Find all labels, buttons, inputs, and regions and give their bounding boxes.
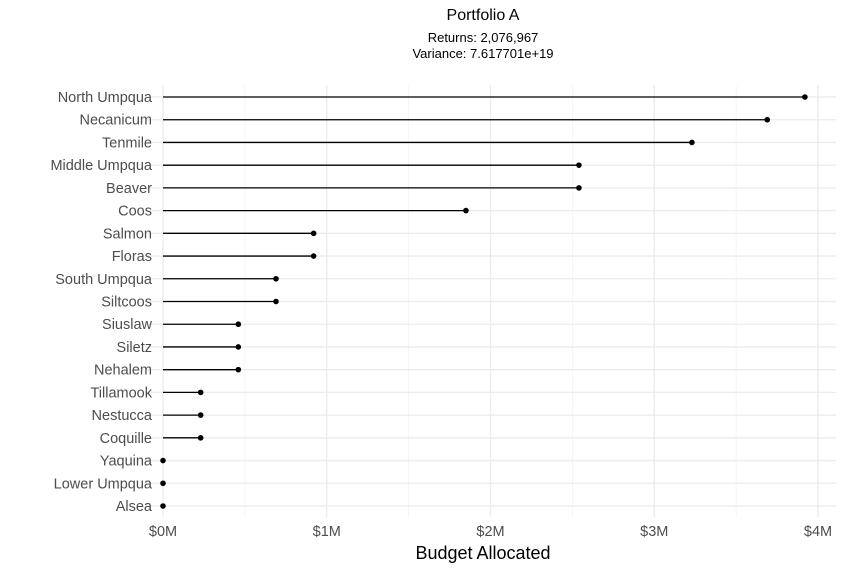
lollipop-point	[310, 230, 317, 237]
y-tick-label: Nestucca	[92, 408, 153, 424]
lollipop-point	[235, 344, 242, 350]
chart-subtitle-returns: Returns: 2,076,967	[428, 30, 539, 45]
marks-layer	[160, 94, 808, 509]
y-tick-label: Tillamook	[90, 385, 152, 401]
lollipop-point	[463, 207, 469, 214]
y-tick-label: Beaver	[106, 181, 152, 197]
y-tick-label: Nehalem	[94, 363, 152, 379]
x-axis-label: Budget Allocated	[415, 543, 550, 563]
lollipop-point	[764, 116, 771, 123]
y-tick-label: Lower Umpqua	[54, 476, 153, 492]
x-tick-label: $1M	[313, 524, 341, 540]
lollipop-point	[235, 321, 242, 328]
chart-title: Portfolio A	[447, 7, 520, 24]
x-tick-label: $0M	[149, 524, 177, 540]
lollipop-point	[235, 366, 242, 373]
y-tick-label: South Umpqua	[55, 272, 153, 288]
x-tick-label: $2M	[476, 524, 504, 540]
y-tick-label: Siltcoos	[101, 295, 152, 311]
y-tick-label: Yaquina	[100, 454, 153, 470]
y-tick-label: Coquille	[100, 431, 152, 447]
x-tick-labels: $0M $1M $2M $3M $4M	[149, 524, 832, 540]
y-tick-label: Salmon	[103, 226, 152, 242]
lollipop-point	[160, 457, 166, 464]
lollipop-point	[197, 435, 204, 441]
lollipop-point	[576, 185, 582, 191]
lollipop-point	[802, 94, 808, 100]
lollipop-point	[273, 275, 279, 282]
y-tick-label: Necanicum	[79, 113, 152, 129]
y-tick-label: Coos	[118, 204, 152, 220]
lollipop-point	[160, 503, 166, 509]
x-tick-label: $3M	[640, 524, 668, 540]
y-tick-label: Siuslaw	[102, 317, 152, 333]
y-tick-label: North Umpqua	[58, 90, 153, 106]
y-tick-label: Middle Umpqua	[50, 158, 152, 174]
y-tick-label: Floras	[112, 249, 152, 265]
x-tick-label: $4M	[804, 524, 832, 540]
lollipop-point	[273, 298, 279, 305]
lollipop-point	[160, 480, 166, 487]
lollipop-point	[197, 389, 204, 396]
y-tick-labels: North Umpqua Necanicum Tenmile Middle Umpqu…	[50, 90, 152, 515]
y-tick-label: Alsea	[116, 499, 153, 515]
lollipop-point	[576, 162, 582, 168]
lollipop-point	[310, 253, 317, 259]
chart-subtitle-variance: Variance: 7.617701e+19	[412, 46, 553, 61]
lollipop-point	[689, 139, 695, 146]
y-tick-label: Siletz	[117, 340, 152, 356]
lollipop-point	[197, 412, 204, 418]
y-tick-label: Tenmile	[102, 135, 152, 151]
